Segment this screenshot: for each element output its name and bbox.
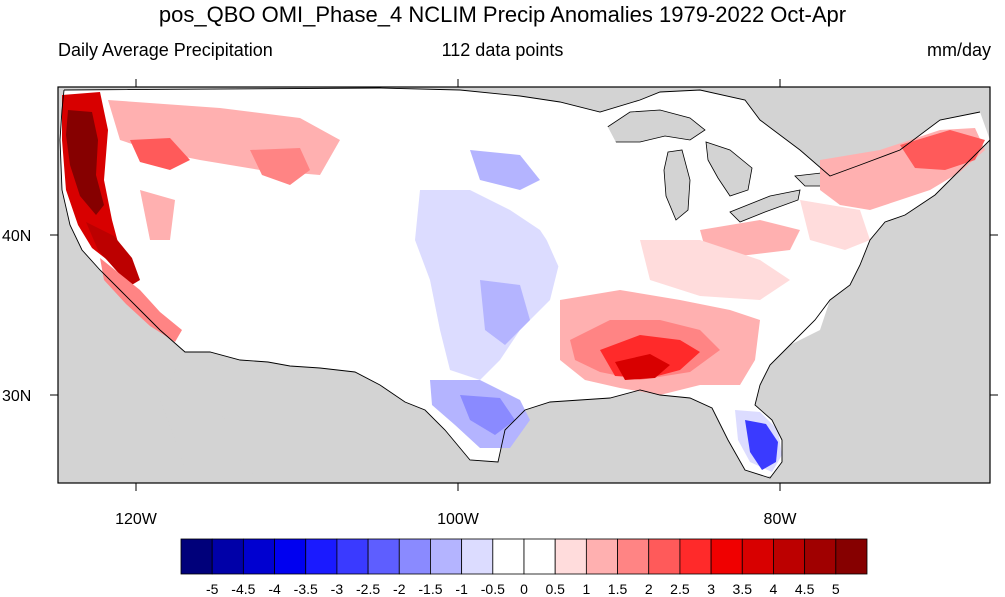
axis-ticks (50, 79, 998, 491)
left-subtitle: Daily Average Precipitation (58, 40, 273, 60)
lat-label-40n: 40N (2, 228, 31, 245)
cuba (760, 470, 860, 483)
map-frame (57, 86, 991, 484)
colorbar-swatch (617, 538, 650, 575)
colorbar-swatch (242, 538, 275, 575)
lon-label-100w: 100W (437, 511, 480, 528)
colorbar-label: -2.5 (356, 581, 380, 597)
units-label: mm/day (926, 40, 991, 60)
colorbar-label: 1 (582, 581, 590, 597)
colorbar-label: 5 (832, 581, 840, 597)
baja-california (188, 356, 262, 476)
lake-huron (705, 141, 753, 197)
colorbar-swatch (710, 538, 743, 575)
colorbar-label: -1.5 (418, 581, 442, 597)
colorbar-swatch (305, 538, 338, 575)
lat-label-30n: 30N (2, 388, 31, 405)
colorbar-label: -3 (331, 581, 344, 597)
center-subtitle: 112 data points (441, 40, 564, 60)
colorbar-swatch (367, 538, 400, 575)
lake-erie (729, 189, 801, 223)
colorbar-label: 4.5 (795, 581, 815, 597)
canada-border (63, 87, 981, 177)
colorbar-label: -1 (455, 581, 468, 597)
colorbar-label: 0 (520, 581, 528, 597)
colorbar-swatch (804, 538, 837, 575)
canada (58, 87, 990, 176)
colorbar-label: -2 (393, 581, 406, 597)
colorbar-label: 1.5 (608, 581, 628, 597)
map-area (58, 87, 990, 483)
lake-superior (605, 109, 706, 143)
lake-michigan (663, 149, 691, 221)
colorbar-swatch (336, 538, 369, 575)
colorbar-swatch (180, 538, 213, 575)
colorbar-label: 0.5 (545, 581, 565, 597)
colorbar-swatch (430, 538, 463, 575)
colorbar-swatch (773, 538, 806, 575)
lon-label-80w: 80W (764, 511, 798, 528)
colorbar-swatch (741, 538, 774, 575)
chart-title: pos_QBO OMI_Phase_4 NCLIM Precip Anomali… (158, 2, 847, 27)
colorbar-swatch (835, 538, 868, 575)
colorbar-label: 3.5 (733, 581, 753, 597)
colorbar-label: -5 (206, 581, 219, 597)
colorbar-label: 3 (707, 581, 715, 597)
colorbar-label: -4 (268, 581, 281, 597)
lon-label-120w: 120W (115, 511, 158, 528)
colorbar-label: -4.5 (231, 581, 255, 597)
colorbar-swatch (492, 538, 525, 575)
colorbar-swatch (554, 538, 587, 575)
colorbar-label: -0.5 (481, 581, 505, 597)
colorbar-swatch (523, 538, 556, 575)
colorbar-swatch (211, 538, 244, 575)
colorbar: -5 -4.5 -4 -3.5 -3 -2.5 -2 -1.5 -1 -0.5 0 0.5 1 1.5 2 2… (180, 538, 868, 597)
colorbar-swatch (585, 538, 618, 575)
colorbar-label: 2 (645, 581, 653, 597)
anomaly-field (62, 88, 985, 472)
colorbar-label: 2.5 (670, 581, 690, 597)
colorbar-swatch (679, 538, 712, 575)
colorbar-label: 4 (770, 581, 778, 597)
colorbar-swatch (274, 538, 307, 575)
colorbar-swatch (461, 538, 494, 575)
coastline-and-borders (59, 89, 990, 479)
colorbar-label: -3.5 (294, 581, 318, 597)
colorbar-swatch (398, 538, 431, 575)
colorbar-swatch (648, 538, 681, 575)
